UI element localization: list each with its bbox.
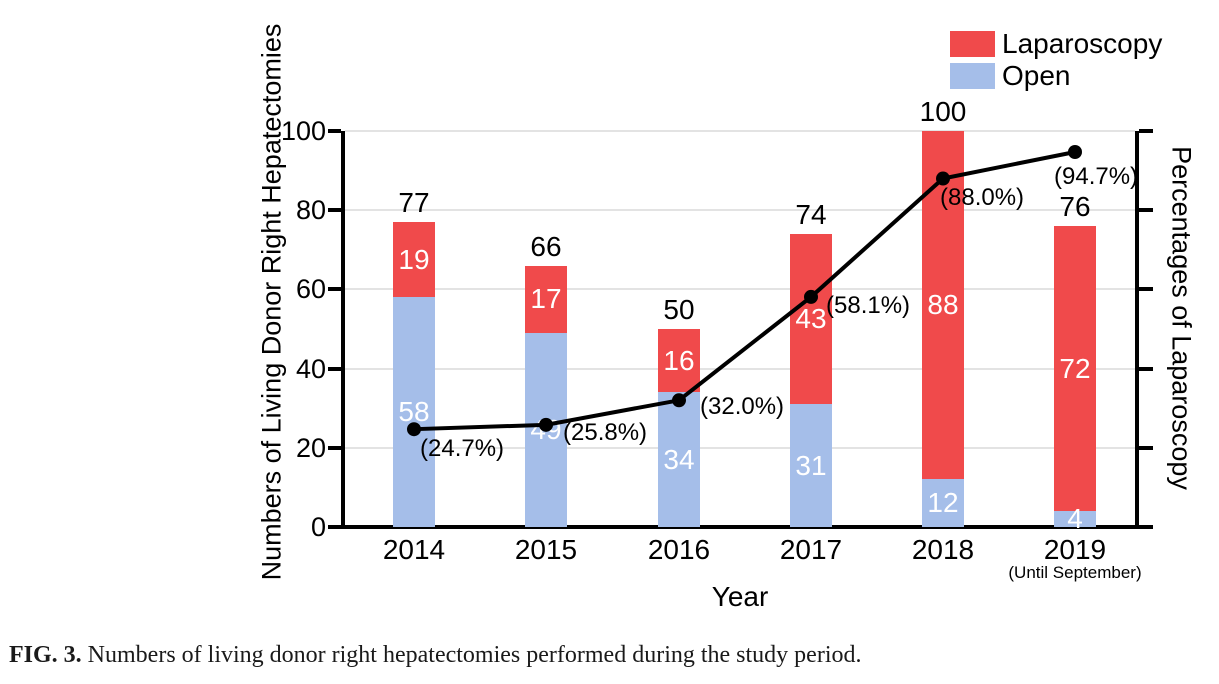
gridline xyxy=(345,367,1135,370)
bar-total-value: 50 xyxy=(663,294,695,325)
right-axis-tick xyxy=(1139,525,1153,529)
bar-open-value: 4 xyxy=(1067,503,1083,535)
y-tick-label: 80 xyxy=(295,195,326,226)
right-axis-line xyxy=(1135,131,1139,529)
bar-laparoscopy-value: 72 xyxy=(1059,352,1091,384)
x-tick-label: 2015 xyxy=(514,534,578,565)
gridline xyxy=(345,446,1135,449)
percentage-label: (24.7%) xyxy=(420,435,505,463)
percentage-label: (94.7%) xyxy=(1054,162,1139,190)
legend-label: Laparoscopy xyxy=(1002,28,1163,59)
y-tick-label: 60 xyxy=(295,274,326,305)
bar-open-value: 12 xyxy=(927,487,959,519)
bar-open-segment xyxy=(922,479,964,527)
trend-point xyxy=(1068,144,1082,159)
percentage-label: (25.8%) xyxy=(563,418,648,446)
left-axis-tick xyxy=(328,129,341,133)
legend-item-open: Open xyxy=(950,61,1162,90)
legend: Laparoscopy Open xyxy=(950,29,1162,93)
right-axis-tick xyxy=(1139,208,1153,213)
left-axis-tick xyxy=(328,445,341,450)
bar-total-value: 74 xyxy=(795,198,827,230)
bar-total-value: 76 xyxy=(1059,191,1091,223)
bar-laparoscopy-value: 88 xyxy=(927,289,959,321)
bar-open-value: 58 xyxy=(398,396,430,428)
legend-item-laparoscopy: Laparoscopy xyxy=(950,29,1162,58)
y-tick-label: 100 xyxy=(280,116,326,146)
percentage-label: (88.0%) xyxy=(940,183,1025,211)
left-axis-line xyxy=(341,131,345,529)
right-axis-tick xyxy=(1139,366,1153,371)
right-axis-title: Percentages of Laparoscopy xyxy=(1166,146,1197,490)
bar-laparoscopy-value: 17 xyxy=(530,283,562,315)
left-axis-tick xyxy=(328,208,341,213)
bar-total-value: 66 xyxy=(530,230,562,262)
y-tick-label: 20 xyxy=(295,432,326,463)
left-axis-tick xyxy=(328,287,341,292)
y-tick-label: 0 xyxy=(310,512,326,542)
laparoscopy-swatch xyxy=(950,30,995,57)
x-tick-label: 2019 xyxy=(1043,534,1107,565)
bar-open-value: 31 xyxy=(795,449,827,481)
gridline xyxy=(345,288,1135,291)
gridline xyxy=(345,130,1135,132)
percentage-label: (32.0%) xyxy=(700,393,785,421)
bar-laparoscopy-value: 19 xyxy=(398,243,430,275)
x-tick-label: 2016 xyxy=(647,534,711,565)
open-swatch xyxy=(950,62,995,89)
x-tick-label: 2017 xyxy=(779,534,843,565)
percentage-label: (58.1%) xyxy=(826,291,911,319)
left-axis-tick xyxy=(328,525,341,529)
x-tick-label: 2018 xyxy=(911,534,975,565)
bar-laparoscopy-value: 16 xyxy=(663,344,695,376)
bar-open-value: 34 xyxy=(663,443,695,475)
left-axis-tick xyxy=(328,366,341,371)
bar-total-value: 77 xyxy=(398,187,430,219)
y-tick-label: 40 xyxy=(295,353,326,384)
x-tick-label: 2014 xyxy=(382,534,446,565)
right-axis-tick xyxy=(1139,445,1153,450)
bar-total-value: 100 xyxy=(919,96,967,127)
right-axis-tick xyxy=(1139,129,1153,133)
figure-caption-tag: FIG. 3. xyxy=(9,642,82,668)
figure-caption: FIG. 3. Numbers of living donor right he… xyxy=(9,641,1209,669)
x-axis-title: Year xyxy=(711,581,769,612)
figure-caption-text: Numbers of living donor right hepatectom… xyxy=(81,642,862,668)
x-tick-sublabel: (Until September) xyxy=(1008,563,1142,582)
legend-label: Open xyxy=(1002,60,1071,91)
bottom-axis-line xyxy=(339,525,1143,529)
right-axis-tick xyxy=(1139,287,1153,292)
bar-open-segment xyxy=(1054,511,1096,527)
